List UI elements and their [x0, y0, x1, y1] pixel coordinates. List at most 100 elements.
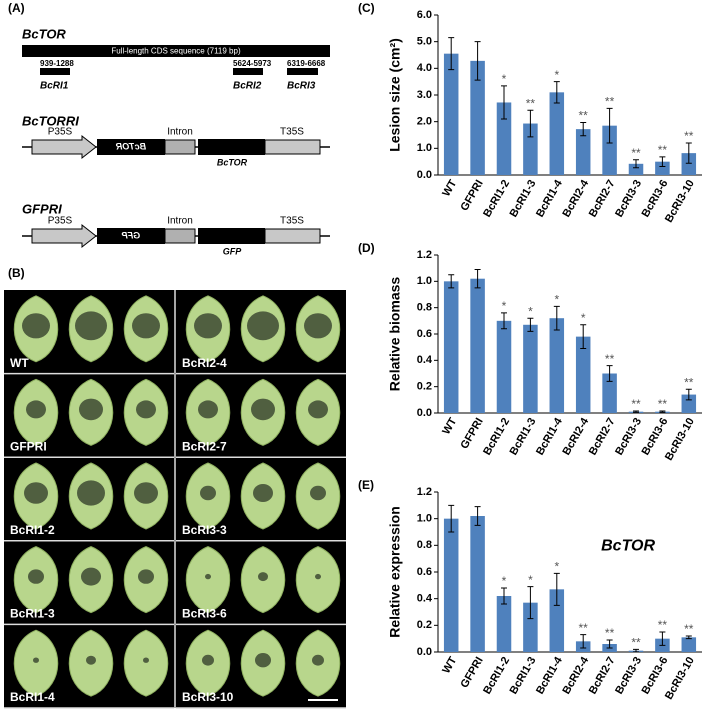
significance: ** — [579, 109, 589, 123]
lesion — [198, 400, 218, 419]
y-tick-label: 1.2 — [417, 486, 432, 498]
significance: * — [554, 68, 559, 82]
fragment-bar — [233, 68, 263, 75]
lesion — [247, 311, 279, 341]
error-bar — [448, 274, 455, 289]
gene-name: BcTOR — [22, 26, 66, 41]
error-bar — [474, 41, 481, 81]
terminator — [264, 139, 321, 155]
lesion — [81, 567, 101, 586]
construct-name: GFPRI — [22, 201, 62, 216]
error-bar — [501, 587, 507, 605]
error-bar — [553, 572, 560, 606]
error-bar — [580, 324, 587, 349]
antisense — [97, 228, 165, 244]
panel-label: (E) — [358, 478, 374, 492]
y-tick-label: 4.0 — [417, 62, 432, 74]
sense — [198, 139, 265, 155]
lesion — [304, 313, 332, 339]
lesion — [253, 484, 273, 502]
error-bar — [659, 410, 666, 413]
intron-label: Intron — [167, 127, 193, 138]
x-tick-label: WT — [440, 178, 459, 199]
fragment-range: 6319-6668 — [287, 59, 326, 68]
annotation: BcTOR — [601, 538, 655, 555]
x-tick-label: GFPRI — [459, 178, 486, 213]
y-tick-label: 0.2 — [417, 619, 432, 631]
y-tick-label: 0.8 — [417, 539, 432, 551]
y-tick-label: 0.8 — [417, 302, 432, 314]
bar — [655, 161, 670, 175]
bar — [628, 163, 644, 175]
lesion — [255, 653, 271, 668]
lesion — [310, 485, 326, 501]
error-bar — [553, 305, 560, 331]
bar — [681, 153, 697, 175]
significance: * — [554, 560, 559, 574]
lesion — [86, 655, 96, 665]
significance: ** — [684, 622, 694, 636]
error-bar — [580, 634, 587, 649]
leaf — [295, 546, 341, 614]
bar — [681, 394, 697, 413]
error-bar — [606, 639, 613, 649]
error-bar — [474, 268, 481, 289]
bar — [523, 324, 538, 413]
y-tick-label: 6.0 — [417, 9, 432, 21]
x-tick-label: WT — [440, 655, 459, 676]
x-tick-label: GFPRI — [459, 655, 486, 690]
error-bar — [606, 365, 613, 382]
significance: * — [581, 311, 586, 325]
lesion — [22, 313, 50, 339]
y-axis-label: Relative biomass — [387, 277, 403, 392]
bar — [575, 336, 591, 413]
error-bar — [527, 109, 534, 138]
significance: * — [528, 573, 533, 587]
bar — [443, 53, 459, 175]
panel-label: (A) — [8, 1, 25, 15]
error-bar — [501, 312, 507, 330]
significance: ** — [605, 352, 615, 366]
leaf — [123, 629, 169, 697]
error-bar — [553, 81, 560, 104]
photo-label: BcRI3-3 — [182, 523, 227, 537]
bar — [575, 129, 591, 175]
significance: * — [502, 574, 507, 588]
significance: ** — [605, 95, 615, 109]
construct-name: BcTORRI — [22, 113, 79, 128]
y-tick-label: 1.2 — [417, 249, 432, 261]
promoter — [31, 134, 97, 160]
promoter-label: P35S — [48, 216, 73, 227]
significance: ** — [658, 618, 668, 632]
lesion — [134, 482, 158, 504]
bar — [681, 637, 697, 652]
error-bar — [685, 635, 692, 640]
error-bar — [685, 142, 692, 164]
lesion — [205, 573, 211, 580]
error-bar — [633, 410, 639, 413]
y-tick-label: 0.4 — [417, 593, 433, 605]
fragment-range: 939-1288 — [40, 59, 74, 68]
significance: ** — [684, 129, 694, 143]
x-tick-label: WT — [440, 416, 459, 437]
lesion — [308, 400, 328, 419]
bar — [602, 373, 617, 413]
photo-label: BcRI1-2 — [10, 523, 55, 537]
leaf — [13, 629, 59, 697]
bar — [496, 102, 512, 175]
fragment-range: 5624-5973 — [233, 59, 272, 68]
y-tick-label: 5.0 — [417, 36, 432, 48]
photo-label: WT — [10, 356, 29, 370]
significance: ** — [579, 621, 589, 635]
lesion — [26, 400, 46, 419]
bar — [470, 516, 485, 652]
lesion — [194, 313, 222, 339]
significance: ** — [631, 397, 641, 411]
lesion — [75, 311, 107, 341]
sense — [198, 228, 265, 244]
bar — [496, 596, 512, 652]
cds-bar — [22, 45, 330, 57]
y-axis-label: Relative expression — [387, 506, 403, 638]
error-bar — [633, 648, 639, 653]
